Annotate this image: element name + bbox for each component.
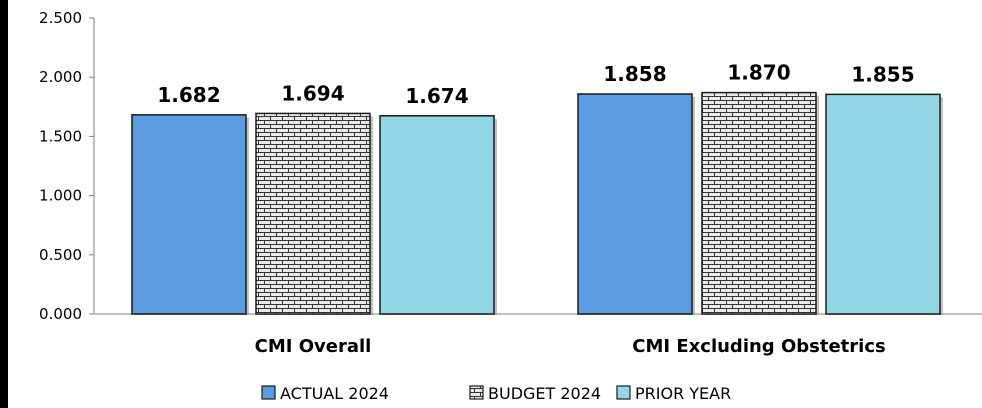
y-tick-label: 0.500 xyxy=(39,246,82,264)
legend-label: BUDGET 2024 xyxy=(488,384,601,403)
legend-swatch xyxy=(616,385,631,400)
legend-label: PRIOR YEAR xyxy=(635,384,731,403)
y-tick-label: 2.500 xyxy=(39,9,82,27)
y-tick-label: 1.000 xyxy=(39,187,82,205)
legend-swatch xyxy=(469,385,484,400)
data-label: 1.870 xyxy=(727,61,790,85)
y-tick-label: 2.000 xyxy=(39,68,82,86)
bar-prior-year xyxy=(379,115,495,315)
bar-budget-2024 xyxy=(255,112,371,315)
y-tick-label: 1.500 xyxy=(39,127,82,145)
data-label: 1.858 xyxy=(603,62,666,86)
data-label: 1.674 xyxy=(405,84,468,108)
category-label: CMI Excluding Obstetrics xyxy=(632,336,885,357)
category-label: CMI Overall xyxy=(255,336,372,357)
legend-swatch xyxy=(261,385,276,400)
bar-budget-2024 xyxy=(701,91,817,315)
left-edge-border xyxy=(0,0,8,408)
data-label: 1.855 xyxy=(851,62,914,86)
data-label: 1.694 xyxy=(281,81,344,105)
bar-actual-2024 xyxy=(577,93,693,315)
data-label: 1.682 xyxy=(157,83,220,107)
bar-prior-year xyxy=(825,93,941,315)
bar-actual-2024 xyxy=(131,114,247,315)
legend-label: ACTUAL 2024 xyxy=(280,384,389,403)
y-tick-label: 0.000 xyxy=(39,305,82,323)
